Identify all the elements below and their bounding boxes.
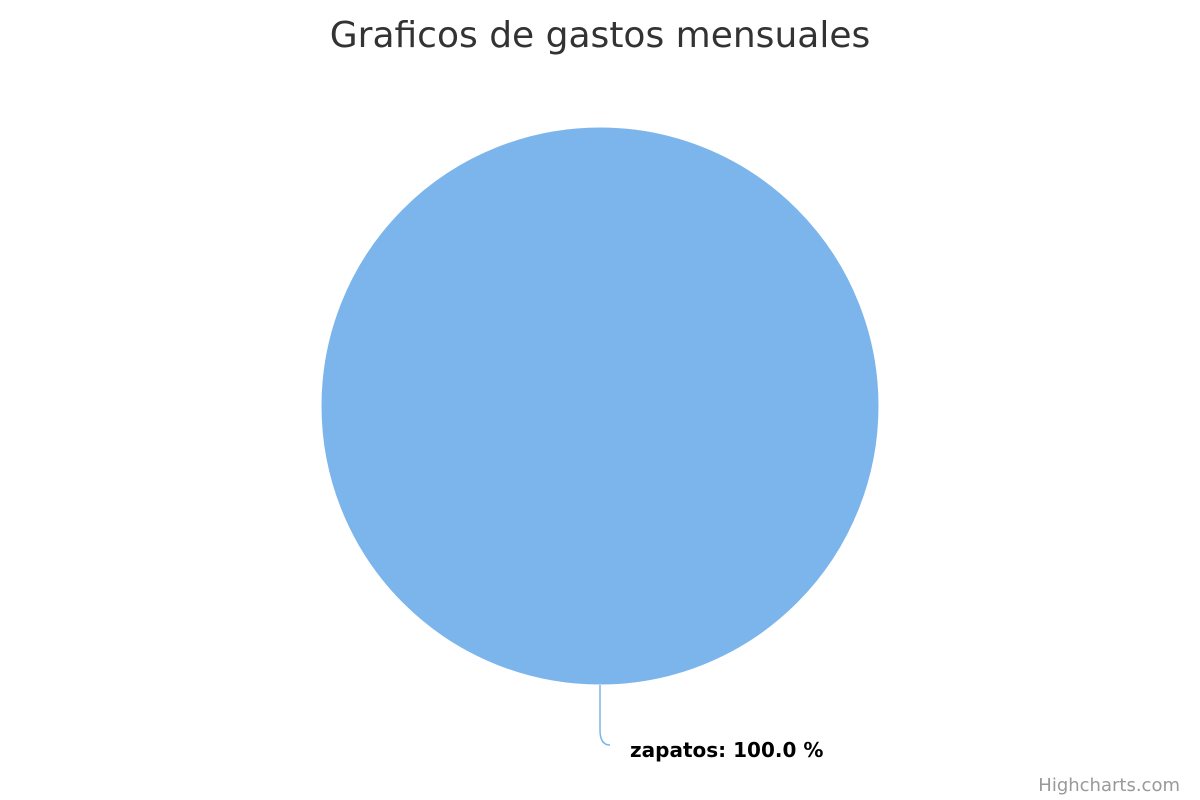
credits-link[interactable]: Highcharts.com — [1038, 775, 1180, 796]
data-labels: zapatos: 100.0 % — [599, 685, 823, 762]
label-connector-zapatos — [599, 685, 611, 746]
chart-title: Graficos de gastos mensuales — [330, 15, 870, 56]
pie-slices — [320, 126, 880, 686]
data-label-zapatos: zapatos: 100.0 % — [630, 738, 823, 762]
pie-slice-zapatos[interactable] — [320, 126, 880, 686]
